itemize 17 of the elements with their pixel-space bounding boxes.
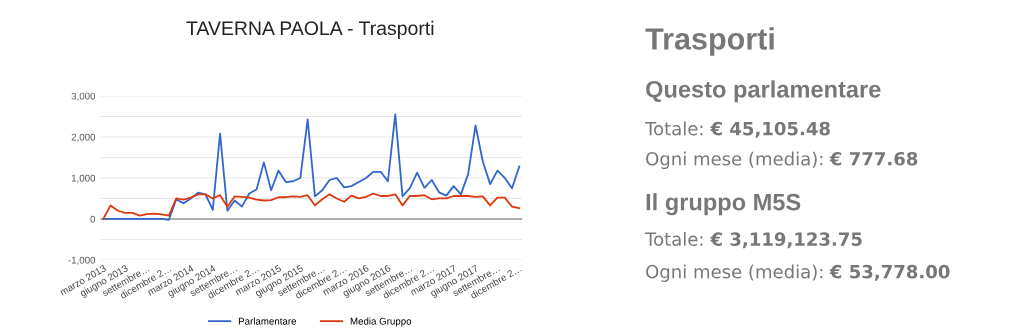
legend-label: Parlamentare <box>238 317 297 325</box>
text: Il gruppo M5S <box>646 193 801 216</box>
text: Ogni mese (media): € 53,778.00 <box>646 264 950 282</box>
y-tick-label: 0 <box>90 215 96 223</box>
y-tick-label: -1,000 <box>68 256 96 265</box>
line-series <box>102 113 521 221</box>
text: Totale: € 3,119,123.75 <box>645 231 862 249</box>
y-tick-label: 1,000 <box>71 174 96 183</box>
text: Trasporti <box>645 27 774 56</box>
text: Questo parlamentare <box>646 80 881 103</box>
text: Ogni mese (media): € 777.68 <box>646 151 918 170</box>
line-series <box>102 192 521 220</box>
chart-title: TAVERNA PAOLA - Trasporti <box>186 20 434 39</box>
legend-label: Media Gruppo <box>350 317 412 327</box>
y-tick-label: 2,000 <box>71 133 96 142</box>
y-tick-label: 3,000 <box>71 92 96 101</box>
text: Totale: € 45,105.48 <box>645 121 830 138</box>
